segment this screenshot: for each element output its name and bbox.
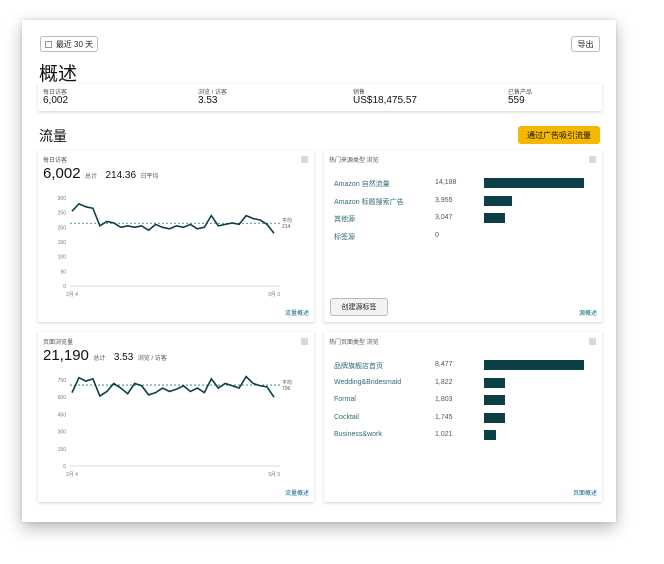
pages-bar-chart: 品牌旗舰店首页 8,477 Wedding&Bridesmaid 1,822 Forma… <box>324 360 602 470</box>
x-tick-label: 2月 4 <box>66 292 78 298</box>
info-icon[interactable] <box>301 156 308 163</box>
bar <box>484 395 506 405</box>
total-suffix: 总计 <box>85 174 98 180</box>
visitors-card-title: 每日访客 <box>43 158 68 164</box>
x-tick-label: 3月 3 <box>268 292 280 298</box>
series-line <box>71 202 275 234</box>
bar-value-label: 3,047 <box>435 214 453 221</box>
bar <box>484 178 584 188</box>
x-tick-label: 2月 4 <box>66 472 78 478</box>
y-tick-label: 100 <box>58 255 67 261</box>
y-tick-label: 750 <box>58 378 67 384</box>
average-label: 平均 <box>282 379 292 386</box>
bar-category-label: Amazon 标题搜索广告 <box>334 198 404 206</box>
pages-card-title: 热门页面类型 浏览 <box>329 340 379 346</box>
traffic-title: 流量 <box>39 128 67 144</box>
bar-value-label: 1,803 <box>435 396 453 403</box>
overview-metrics: 每日访客 6,002 浏览 / 访客 3.53 销售 US$18,475.57 已售产品 55… <box>38 84 602 111</box>
avg-suffix: 浏览 / 访客 <box>137 356 167 362</box>
y-tick-label: 0 <box>63 464 66 470</box>
x-tick-label: 3月 3 <box>268 472 280 478</box>
sources-card: 热门来源类型 浏览 Amazon 自然流量 14,188 Amazon 标题搜索广告… <box>324 150 602 322</box>
bar-value-label: 8,477 <box>435 361 453 368</box>
page-overview-link[interactable]: 页面概述 <box>572 491 597 497</box>
date-range-label: 最近 30 天 <box>55 39 94 49</box>
average-value: 214 <box>282 224 291 230</box>
metric-value: 559 <box>508 95 525 106</box>
pageviews-total: 21,190 <box>43 347 89 364</box>
y-tick-label: 200 <box>58 225 67 231</box>
metric-label: 已售产品 <box>508 90 533 96</box>
metric-value: US$18,475.57 <box>353 95 417 106</box>
bar-value-label: 1,021 <box>435 431 453 438</box>
bar <box>484 430 497 440</box>
info-icon[interactable] <box>589 338 596 345</box>
metric-value: 3.53 <box>198 95 218 106</box>
metric-label: 每日访客 <box>43 90 68 96</box>
visitors-avg: 214.36 <box>105 170 137 181</box>
metric-value: 6,002 <box>43 95 69 106</box>
bar-category-label: Amazon 自然流量 <box>334 181 390 188</box>
y-tick-label: 450 <box>58 412 67 418</box>
date-range-button[interactable]: 最近 30 天 <box>40 36 98 52</box>
pageviews-card-title: 页面浏览量 <box>43 340 74 346</box>
visitors-total: 6,002 <box>43 165 81 182</box>
export-label: 导出 <box>577 39 594 49</box>
y-tick-label: 600 <box>58 395 67 401</box>
source-overview-link[interactable]: 源概述 <box>578 311 597 317</box>
total-suffix: 总计 <box>93 356 106 362</box>
info-icon[interactable] <box>589 156 596 163</box>
bar <box>484 377 506 388</box>
y-tick-label: 250 <box>58 211 67 217</box>
metric-label: 浏览 / 访客 <box>198 90 228 96</box>
y-tick-label: 300 <box>58 196 67 202</box>
pageviews-avg: 3.53 <box>113 352 134 363</box>
bar-value-label: 14,188 <box>435 179 457 186</box>
visitors-card: 每日访客 6,002 总计 214.36 日平均 0 50 100 150 200 250… <box>38 150 314 322</box>
bar-value-label: 1,822 <box>435 378 453 386</box>
overview-title: 概述 <box>39 64 78 85</box>
info-icon[interactable] <box>301 338 308 345</box>
y-tick-label: 300 <box>58 430 67 436</box>
bar <box>484 195 512 206</box>
pageviews-card: 页面浏览量 21,190 总计 3.53 浏览 / 访客 0 150 300 450 6… <box>38 332 314 502</box>
bar-category-label: Wedding&Bridesmaid <box>334 378 402 386</box>
bar-category-label: Cocktail <box>334 413 359 421</box>
avg-suffix: 日平均 <box>140 174 159 180</box>
bar <box>484 412 505 423</box>
bar-category-label: 品牌旗舰店首页 <box>334 363 383 370</box>
sources-bar-chart: Amazon 自然流量 14,188 Amazon 标题搜索广告 3,955 其他源 3,… <box>324 178 602 268</box>
pageviews-summary: 21,190 总计 3.53 浏览 / 访客 <box>43 347 167 365</box>
series-line <box>71 375 275 398</box>
average-value: 706 <box>282 386 291 392</box>
bar-value-label: 0 <box>435 231 439 239</box>
pages-card: 热门页面类型 浏览 品牌旗舰店首页 8,477 Wedding&Bridesmaid… <box>324 332 602 502</box>
y-tick-label: 50 <box>60 269 66 275</box>
bar-category-label: 其他源 <box>334 216 355 223</box>
bar-category-label: Business&work <box>334 431 382 438</box>
average-label: 平均 <box>282 217 292 224</box>
y-tick-label: 150 <box>58 240 67 246</box>
bar-value-label: 1,745 <box>435 413 453 421</box>
bar-category-label: Formal <box>334 396 356 403</box>
y-tick-label: 150 <box>58 447 67 453</box>
visitors-summary: 6,002 总计 214.36 日平均 <box>43 165 159 183</box>
metric-label: 销售 <box>353 90 366 96</box>
bar <box>484 213 506 223</box>
bar-category-label: 标签源 <box>334 233 355 241</box>
traffic-overview-link[interactable]: 流量概述 <box>284 311 309 317</box>
y-tick-label: 0 <box>63 284 66 290</box>
create-source-tag-button[interactable]: 创建源标签 <box>330 298 388 316</box>
sources-card-title: 热门来源类型 浏览 <box>329 158 379 164</box>
checkbox-icon <box>44 40 52 48</box>
ads-traffic-button[interactable]: 通过广告吸引流量 <box>518 126 600 144</box>
bar <box>484 360 584 370</box>
export-button[interactable]: 导出 <box>571 36 600 52</box>
bar-value-label: 3,955 <box>435 196 453 204</box>
traffic-overview-link[interactable]: 流量概述 <box>284 491 309 497</box>
